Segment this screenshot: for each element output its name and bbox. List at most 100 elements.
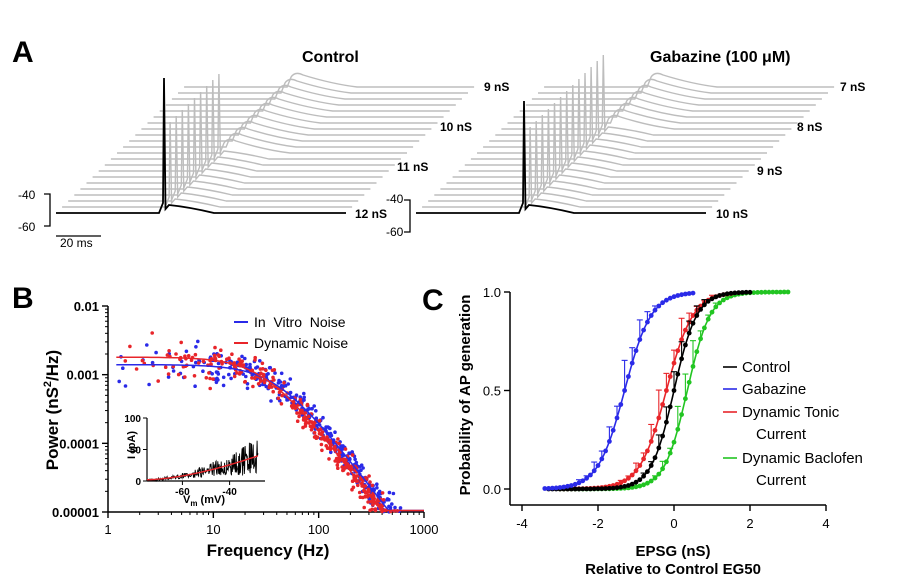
prob-point-1	[557, 485, 563, 490]
psd-point-1	[342, 457, 346, 462]
prob-curve-1	[544, 292, 694, 490]
psd-ylabel-sup: 2	[42, 381, 54, 387]
control-trace-8	[104, 79, 395, 166]
prob-point-1	[690, 290, 696, 296]
prob-point-1	[667, 295, 673, 301]
gabazine-trace-7	[458, 90, 749, 172]
prob-point-0	[652, 455, 658, 461]
cond-label-control-1: 10 nS	[440, 120, 472, 134]
prob-point-0	[618, 484, 624, 490]
psd-point-1	[232, 364, 237, 369]
psd-point-1	[270, 368, 275, 373]
prob-point-3	[721, 297, 726, 303]
prob-point-0	[664, 419, 669, 425]
prob-point-0	[717, 293, 722, 298]
psd-point-0	[269, 399, 273, 403]
prob-point-2	[679, 337, 684, 342]
prob-point-0	[732, 290, 738, 296]
prob-point-0	[576, 486, 582, 492]
prob-point-0	[683, 342, 688, 348]
cond-label-control-0: 9 nS	[484, 80, 509, 94]
prob-point-1	[595, 463, 601, 468]
psd-y-tick-label-3: 0.01	[74, 299, 99, 314]
prob-point-2	[618, 480, 624, 486]
prob-point-3	[675, 426, 681, 432]
psd-point-1	[363, 484, 368, 488]
prob-legend: Control Gabazine Dynamic Tonic Current Dy…	[723, 359, 863, 489]
psd-point-0	[215, 370, 220, 375]
legend-label-tonic: Dynamic Tonic Current	[742, 404, 840, 443]
prob-point-1	[686, 291, 692, 296]
control-trace-12	[129, 126, 420, 142]
psd-point-1	[134, 367, 139, 371]
prob-point-1	[675, 293, 681, 298]
prob-point-0	[637, 477, 643, 483]
gabazine-trace-6	[452, 96, 743, 178]
prob-point-3	[705, 316, 711, 322]
gabazine-trace-8	[464, 84, 755, 166]
psd-point-0	[341, 444, 345, 448]
prob-point-0	[671, 388, 677, 393]
gabazine-trace-3	[434, 114, 725, 196]
panel-a: Control Gabazine (100 μM) 9 nS 10 nS 11 …	[18, 49, 865, 250]
psd-point-0	[294, 393, 299, 398]
prob-point-3	[679, 412, 684, 417]
prob-point-0	[591, 486, 597, 492]
prob-point-1	[637, 337, 643, 342]
psd-point-1	[256, 382, 261, 386]
legend-label-gabazine: Gabazine	[742, 381, 806, 398]
prob-point-0	[743, 289, 749, 295]
prob-point-0	[656, 445, 662, 451]
prob-point-3	[667, 450, 673, 456]
prob-point-2	[690, 313, 696, 318]
prob-point-0	[569, 486, 574, 492]
psd-x-tick-label-3: 1000	[410, 522, 439, 537]
gabazine-trace-18	[525, 90, 816, 106]
inset-y-tick-label-1: 50	[130, 446, 142, 457]
psd-point-0	[329, 450, 333, 455]
prob-point-3	[660, 466, 665, 472]
prob-point-0	[686, 330, 692, 336]
psd-point-0	[240, 354, 244, 359]
psd-point-0	[353, 457, 357, 462]
psd-point-1	[272, 378, 276, 382]
psd-point-0	[147, 382, 151, 387]
gabazine-trace-21	[544, 72, 835, 88]
voltage-label-right-top: -40	[386, 192, 404, 206]
psd-point-1	[336, 460, 340, 464]
psd-point-1	[355, 474, 360, 478]
prob-point-3	[664, 459, 669, 465]
psd-point-1	[293, 406, 298, 411]
control-trace-16	[153, 102, 444, 118]
prob-point-3	[648, 478, 654, 484]
gabazine-trace-9	[470, 78, 761, 160]
prob-point-1	[553, 485, 559, 491]
psd-point-0	[227, 372, 231, 377]
prob-point-3	[785, 289, 791, 295]
prob-point-0	[747, 289, 753, 295]
psd-point-0	[166, 375, 171, 379]
inset-ylabel: I (pA)	[126, 431, 138, 459]
prob-point-1	[664, 297, 669, 303]
psd-point-0	[229, 376, 233, 381]
psd-point-1	[201, 359, 206, 364]
psd-point-0	[328, 431, 333, 436]
psd-point-1	[303, 411, 308, 415]
psd-point-0	[273, 371, 277, 375]
psd-point-1	[232, 374, 237, 379]
psd-point-1	[367, 474, 371, 478]
prob-xlabel-line2: Relative to Control EG50	[585, 561, 761, 578]
psd-point-1	[350, 487, 354, 492]
control-trace-15	[147, 108, 438, 124]
prob-point-3	[766, 289, 772, 295]
psd-point-1	[230, 352, 234, 357]
gabazine-trace-12	[489, 60, 780, 142]
control-trace-17	[159, 96, 450, 112]
psd-x-tick-label-0: 1	[104, 522, 111, 537]
psd-point-0	[171, 369, 176, 373]
psd-point-0	[387, 490, 392, 495]
psd-point-0	[302, 395, 307, 400]
voltage-scale-bar-right	[404, 199, 411, 233]
psd-point-0	[278, 380, 283, 384]
control-trace-13	[135, 120, 426, 136]
